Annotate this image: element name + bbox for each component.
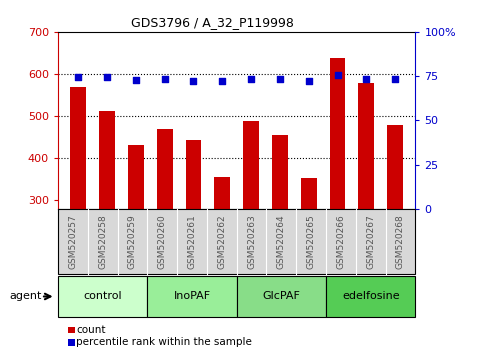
Point <box>132 77 140 82</box>
Bar <box>329 58 345 327</box>
Text: GSM520262: GSM520262 <box>217 214 226 269</box>
Point <box>103 74 111 80</box>
Text: agent: agent <box>10 291 42 302</box>
Text: GSM520267: GSM520267 <box>366 214 375 269</box>
Text: GSM520259: GSM520259 <box>128 214 137 269</box>
Text: GSM520268: GSM520268 <box>396 214 405 269</box>
Bar <box>243 121 259 327</box>
Bar <box>70 87 86 327</box>
Text: GSM520265: GSM520265 <box>307 214 315 269</box>
Text: GSM520261: GSM520261 <box>187 214 197 269</box>
Text: edelfosine: edelfosine <box>342 291 399 302</box>
Text: control: control <box>84 291 122 302</box>
Bar <box>185 140 201 327</box>
Point <box>74 74 82 80</box>
Bar <box>214 177 230 327</box>
Text: GDS3796 / A_32_P119998: GDS3796 / A_32_P119998 <box>131 16 294 29</box>
Text: GlcPAF: GlcPAF <box>262 291 300 302</box>
Bar <box>301 178 317 327</box>
Bar <box>272 135 288 327</box>
Point <box>334 73 341 78</box>
Point <box>305 79 313 84</box>
Text: GSM520263: GSM520263 <box>247 214 256 269</box>
Bar <box>358 83 374 327</box>
Text: percentile rank within the sample: percentile rank within the sample <box>76 337 252 347</box>
Text: GSM520260: GSM520260 <box>158 214 167 269</box>
Bar <box>387 125 403 327</box>
Point <box>189 78 197 84</box>
Text: GSM520258: GSM520258 <box>98 214 107 269</box>
Text: GSM520266: GSM520266 <box>337 214 345 269</box>
Bar <box>128 145 144 327</box>
Point <box>247 76 255 81</box>
Text: count: count <box>76 325 106 335</box>
Point <box>276 76 284 81</box>
Point <box>391 76 399 81</box>
Point <box>161 76 169 81</box>
Point <box>218 79 226 84</box>
Point <box>363 76 370 81</box>
Bar <box>99 111 115 327</box>
Bar <box>156 129 172 327</box>
Text: GSM520257: GSM520257 <box>69 214 77 269</box>
Text: GSM520264: GSM520264 <box>277 214 286 269</box>
Text: InoPAF: InoPAF <box>173 291 211 302</box>
